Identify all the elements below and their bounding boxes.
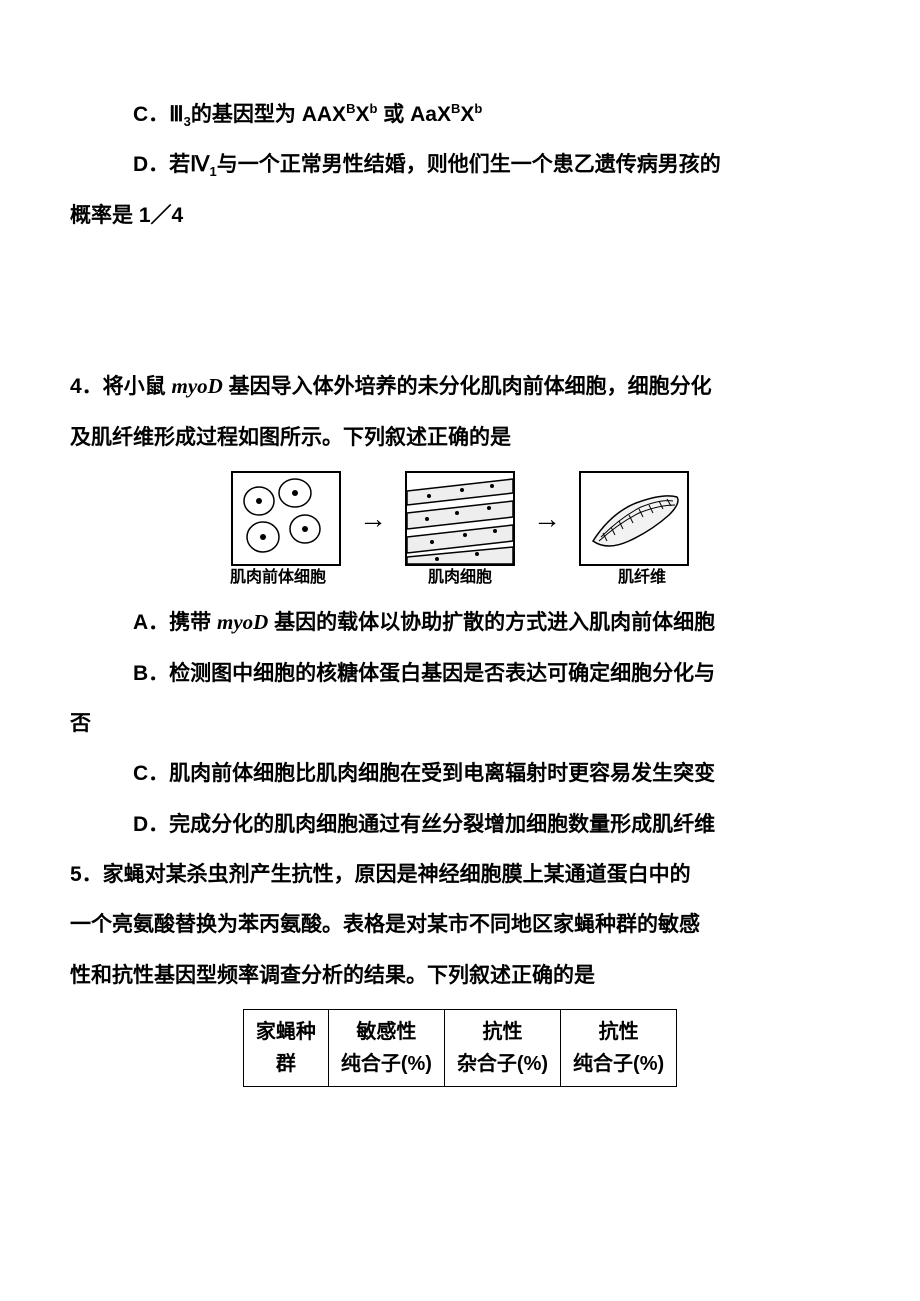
superscript: B: [451, 101, 460, 116]
precursor-cell-box: [231, 471, 341, 566]
text: 与一个正常男性结婚，则他们生一个患乙遗传病男孩的: [217, 153, 721, 176]
question-4-line2: 及肌纤维形成过程如图所示。下列叙述正确的是: [70, 413, 850, 463]
gene-name: myoD: [172, 374, 223, 398]
text: 的基因型为 AAX: [191, 103, 346, 126]
arrow-icon: →: [359, 471, 387, 566]
subscript: 3: [184, 114, 191, 129]
question-4-line1: 4．将小鼠 myoD 基因导入体外培养的未分化肌肉前体细胞，细胞分化: [70, 361, 850, 412]
q4-option-c: C．肌肉前体细胞比肌肉细胞在受到电离辐射时更容易发生突变: [70, 749, 850, 799]
table-cell: 抗性 杂合子(%): [444, 1010, 560, 1087]
text: 纯合子(%): [341, 1048, 432, 1080]
label-precursor: 肌肉前体细胞: [223, 568, 333, 587]
text: 基因导入体外培养的未分化肌肉前体细胞，细胞分化: [223, 375, 712, 398]
text: 杂合子(%): [457, 1048, 548, 1080]
text: X: [460, 103, 474, 126]
cell-diagram: → →: [70, 471, 850, 566]
option-d-line1: D．若Ⅳ1与一个正常男性结婚，则他们生一个患乙遗传病男孩的: [70, 140, 850, 190]
label-muscle-fiber: 肌纤维: [587, 568, 697, 587]
text: 群: [256, 1048, 316, 1080]
table-cell: 家蝇种 群: [243, 1010, 328, 1087]
text: D．若Ⅳ: [133, 153, 210, 176]
muscle-fiber-svg: [581, 473, 687, 564]
superscript: b: [474, 101, 482, 116]
question-5-line1: 5．家蝇对某杀虫剂产生抗性，原因是神经细胞膜上某通道蛋白中的: [70, 850, 850, 900]
q4-option-a: A．携带 myoD 基因的载体以协助扩散的方式进入肌肉前体细胞: [70, 597, 850, 648]
text: 4．将小鼠: [70, 375, 172, 398]
q4-option-d: D．完成分化的肌肉细胞通过有丝分裂增加细胞数量形成肌纤维: [70, 800, 850, 850]
muscle-cells-svg: [407, 473, 513, 564]
table-row: 家蝇种 群 敏感性 纯合子(%) 抗性 杂合子(%) 抗性 纯合子(%): [243, 1010, 676, 1087]
genotype-table: 家蝇种 群 敏感性 纯合子(%) 抗性 杂合子(%) 抗性 纯合子(%): [243, 1009, 677, 1087]
question-5-line3: 性和抗性基因型频率调查分析的结果。下列叙述正确的是: [70, 951, 850, 1001]
option-c: C．Ⅲ3的基因型为 AAXBXb 或 AaXBXb: [70, 90, 850, 140]
muscle-fiber-box: [579, 471, 689, 566]
q4-option-b-line1: B．检测图中细胞的核糖体蛋白基因是否表达可确定细胞分化与: [70, 649, 850, 699]
text: A．携带: [133, 611, 217, 634]
diagram-labels: 肌肉前体细胞 肌肉细胞 肌纤维: [70, 568, 850, 587]
text: 基因的载体以协助扩散的方式进入肌肉前体细胞: [268, 611, 715, 634]
text: 敏感性: [341, 1016, 432, 1048]
table-cell: 抗性 纯合子(%): [561, 1010, 677, 1087]
text: C．Ⅲ: [133, 103, 184, 126]
spacer: [70, 241, 850, 361]
text: X: [355, 103, 369, 126]
gene-name: myoD: [217, 610, 268, 634]
muscle-cell-box: [405, 471, 515, 566]
table-cell: 敏感性 纯合子(%): [328, 1010, 444, 1087]
text: 抗性: [457, 1016, 548, 1048]
precursor-cells-svg: [233, 473, 339, 564]
label-muscle-cell: 肌肉细胞: [405, 568, 515, 587]
arrow-icon: →: [533, 471, 561, 566]
option-d-line2: 概率是 1／4: [70, 191, 850, 241]
question-5-line2: 一个亮氨酸替换为苯丙氨酸。表格是对某市不同地区家蝇种群的敏感: [70, 900, 850, 950]
text: 或 AaX: [377, 103, 451, 126]
text: 家蝇种: [256, 1016, 316, 1048]
q4-option-b-line2: 否: [70, 699, 850, 749]
text: 纯合子(%): [573, 1048, 664, 1080]
text: 抗性: [573, 1016, 664, 1048]
subscript: 1: [210, 165, 217, 180]
